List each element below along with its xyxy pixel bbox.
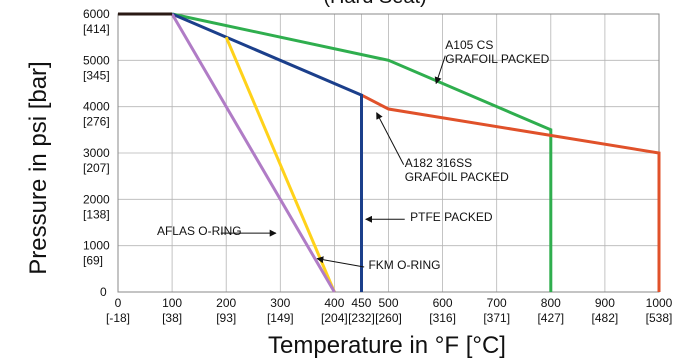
y-tick-sublabel-3000: [207] — [83, 161, 110, 175]
x-tick-sublabel-600: [316] — [429, 311, 456, 325]
x-tick-label-300: 300 — [270, 296, 290, 310]
y-tick-label-2000: 2000 — [83, 192, 110, 206]
x-tick-label-800: 800 — [541, 296, 561, 310]
x-tick-sublabel-200: [93] — [216, 311, 236, 325]
annotation-label-a182-line2: GRAFOIL PACKED — [405, 170, 509, 184]
x-tick-sublabel-0: [-18] — [106, 311, 130, 325]
x-tick-sublabel-450: [232] — [348, 311, 375, 325]
x-tick-sublabel-400: [204] — [321, 311, 348, 325]
x-tick-sublabel-500: [260] — [375, 311, 402, 325]
x-tick-label-450: 450 — [351, 296, 371, 310]
x-tick-label-1000: 1000 — [646, 296, 673, 310]
chart-grid — [118, 14, 659, 292]
y-tick-sublabel-1000: [69] — [83, 254, 103, 268]
annotation-label-a105: A105 CS — [445, 38, 493, 52]
chart-title-fragment: (Hard Seat) — [323, 0, 426, 8]
x-tick-label-900: 900 — [595, 296, 615, 310]
y-tick-sublabel-5000: [345] — [83, 68, 110, 82]
x-tick-sublabel-100: [38] — [162, 311, 182, 325]
annotation-label-a182: A182 316SS — [405, 156, 472, 170]
x-tick-label-400: 400 — [324, 296, 344, 310]
x-tick-label-700: 700 — [487, 296, 507, 310]
x-tick-label-200: 200 — [216, 296, 236, 310]
y-tick-label-5000: 5000 — [83, 53, 110, 67]
annotation-label-fkm: FKM O-RING — [368, 258, 440, 272]
annotation-label-a105-line2: GRAFOIL PACKED — [445, 52, 549, 66]
annotation-arrow-a105 — [436, 56, 445, 84]
annotation-label-aflas: AFLAS O-RING — [157, 224, 242, 238]
y-tick-sublabel-2000: [138] — [83, 207, 110, 221]
annotation-arrow-a182 — [377, 113, 404, 165]
x-tick-sublabel-300: [149] — [267, 311, 294, 325]
y-tick-label-1000: 1000 — [83, 239, 110, 253]
x-axis-ticks: 0[-18]100[38]200[93]300[149]400[204]450[… — [106, 296, 673, 325]
x-axis-label: Temperature in °F [°C] — [268, 332, 506, 359]
y-tick-label-0: 0 — [100, 285, 107, 299]
y-tick-sublabel-6000: [414] — [83, 22, 110, 36]
annotation-label-ptfe: PTFE PACKED — [410, 210, 493, 224]
y-tick-label-4000: 4000 — [83, 100, 110, 114]
x-tick-sublabel-800: [427] — [537, 311, 564, 325]
y-tick-label-6000: 6000 — [83, 7, 110, 21]
y-axis-ticks: 0 1000[69] 2000[138] 3000[207] 4000[276] 5000… — [83, 7, 110, 299]
x-tick-label-0: 0 — [115, 296, 122, 310]
y-tick-label-3000: 3000 — [83, 146, 110, 160]
x-tick-sublabel-700: [371] — [483, 311, 510, 325]
x-tick-label-500: 500 — [378, 296, 398, 310]
x-tick-label-600: 600 — [433, 296, 453, 310]
x-tick-sublabel-900: [482] — [592, 311, 619, 325]
y-axis-label: Pressure in psi [bar] — [25, 61, 52, 274]
x-tick-sublabel-1000: [538] — [646, 311, 673, 325]
y-tick-sublabel-4000: [276] — [83, 115, 110, 129]
x-tick-label-100: 100 — [162, 296, 182, 310]
